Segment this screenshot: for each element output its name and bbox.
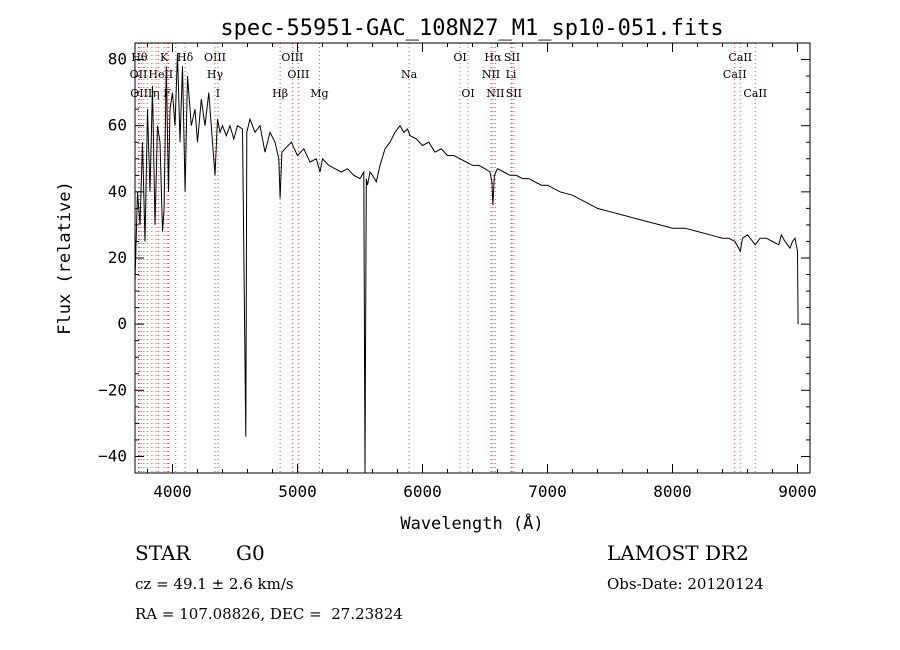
line-marker-label: OII	[130, 68, 148, 81]
chart-title: spec-55951-GAC_108N27_M1_sp10-051.fits	[220, 16, 723, 41]
plot-frame	[134, 42, 811, 474]
line-marker-label: OIII	[130, 87, 152, 100]
x-axis-label: Wavelength (Å)	[400, 512, 543, 534]
line-marker-label: Hδ	[177, 51, 194, 64]
line-marker-label: η	[153, 87, 160, 100]
obs-date: Obs-Date: 20120124	[607, 575, 764, 593]
y-axis-label: Flux (relative)	[55, 181, 75, 335]
line-marker-label: CaII	[728, 51, 752, 64]
line-marker-label: II	[164, 68, 173, 81]
line-marker-label: OIII	[204, 51, 226, 64]
line-marker-label: OI	[461, 87, 474, 100]
line-marker-label: CaII	[723, 68, 747, 81]
line-marker-label: OIII	[287, 68, 309, 81]
y-tick-label: 20	[108, 248, 127, 267]
line-marker-label: Hθ	[131, 51, 148, 64]
line-marker-label: I	[216, 87, 220, 100]
line-marker-label: Hα	[484, 51, 502, 64]
line-marker-label: OI	[453, 51, 466, 64]
line-marker-label: Hβ	[272, 87, 288, 100]
y-tick-label: 80	[108, 50, 127, 69]
line-marker-label: OIII	[281, 51, 303, 64]
line-marker-label: K	[160, 51, 169, 64]
axis-ticks: 4000 5000 6000 7000 8000 9000 −40 −20 0 20 40 60 80	[98, 43, 817, 501]
y-tick-label: −20	[98, 380, 127, 399]
y-tick-label: −40	[98, 446, 127, 465]
object-class: STAR	[135, 541, 191, 565]
y-tick-label: 60	[108, 116, 127, 135]
x-tick-label: 5000	[278, 482, 317, 501]
line-marker-label: SII	[506, 87, 522, 100]
line-marker-label: Mg	[310, 87, 328, 100]
line-marker-label: Li	[506, 68, 517, 81]
line-marker-label: SII	[504, 51, 520, 64]
redshift-cz: cz = 49.1 ± 2.6 km/s	[135, 575, 294, 593]
line-marker-label: CaII	[743, 87, 767, 100]
x-tick-label: 6000	[403, 482, 442, 501]
spectrum-line	[134, 52, 799, 474]
x-tick-label: 7000	[528, 482, 567, 501]
line-marker-label: Na	[401, 68, 418, 81]
x-tick-label: 4000	[153, 482, 192, 501]
line-marker-label: F	[163, 87, 171, 100]
x-tick-label: 8000	[653, 482, 692, 501]
ra-dec-coords: RA = 107.08826, DEC = 27.23824	[135, 605, 403, 623]
y-tick-label: 40	[108, 182, 127, 201]
subclass: G0	[236, 541, 265, 565]
y-tick-label: 0	[117, 314, 127, 333]
line-marker-label: Hγ	[207, 68, 224, 81]
x-tick-label: 9000	[778, 482, 817, 501]
survey-name: LAMOST DR2	[607, 541, 749, 565]
line-marker-label: NII	[482, 68, 500, 81]
line-marker-label: NII	[486, 87, 504, 100]
